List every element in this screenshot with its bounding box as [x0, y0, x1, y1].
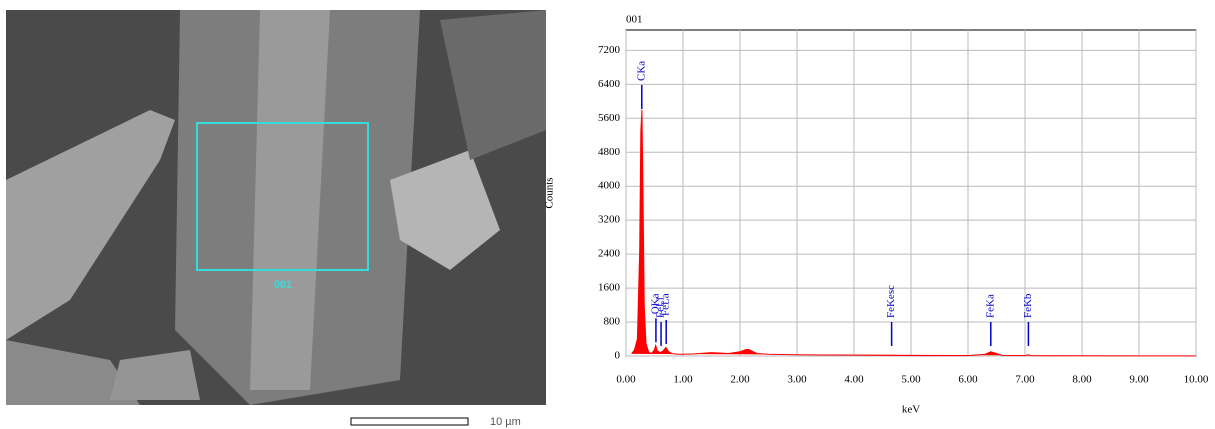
spectrum-chart: 0 800 1600 2400 3200 4000 4800 5600 6400 7200 0.00… [544, 14, 1209, 416]
x-tick-label: 1.00 [673, 374, 693, 386]
x-tick-label: 5.00 [901, 374, 921, 386]
region-label: 001 [274, 279, 292, 291]
scale-label: 10 µm [490, 416, 521, 428]
peak-label: FeLa [660, 293, 672, 316]
y-tick-label: 5600 [598, 112, 621, 124]
y-tick-label: 1600 [598, 282, 621, 294]
y-tick-label: 3200 [598, 214, 621, 226]
x-tick-label: 0.00 [616, 374, 636, 386]
canvas: 001 10 µm 0 800 1600 2400 3200 4000 4800 5600 64… [0, 0, 1215, 429]
y-tick-label: 6400 [598, 78, 621, 90]
x-tick-label: 3.00 [787, 374, 807, 386]
x-tick-label: 7.00 [1015, 374, 1035, 386]
x-tick-label: 10.00 [1184, 374, 1209, 386]
peak-label: FeKesc [885, 285, 897, 318]
x-axis-label: keV [902, 404, 920, 416]
peak-label: FeKb [1022, 293, 1034, 318]
x-tick-label: 2.00 [730, 374, 750, 386]
y-tick-label: 4800 [598, 146, 621, 158]
peak-label: FeKa [984, 294, 996, 318]
x-tick-label: 9.00 [1129, 374, 1149, 386]
x-tick-label: 6.00 [958, 374, 978, 386]
y-tick-label: 4000 [598, 180, 621, 192]
y-tick-label: 0 [615, 350, 621, 362]
x-tick-label: 4.00 [844, 374, 864, 386]
y-tick-label: 7200 [598, 44, 621, 56]
y-tick-label: 2400 [598, 248, 621, 260]
page: 001 10 µm 0 800 1600 2400 3200 4000 4800 5600 64… [0, 0, 1215, 429]
y-tick-label: 800 [604, 316, 621, 328]
sem-image: 001 [6, 10, 546, 405]
x-tick-label: 8.00 [1072, 374, 1092, 386]
y-axis-label: Counts [544, 177, 556, 208]
chart-title: 001 [626, 14, 643, 26]
peak-label: CKa [635, 61, 647, 81]
scale-bar [351, 418, 468, 425]
